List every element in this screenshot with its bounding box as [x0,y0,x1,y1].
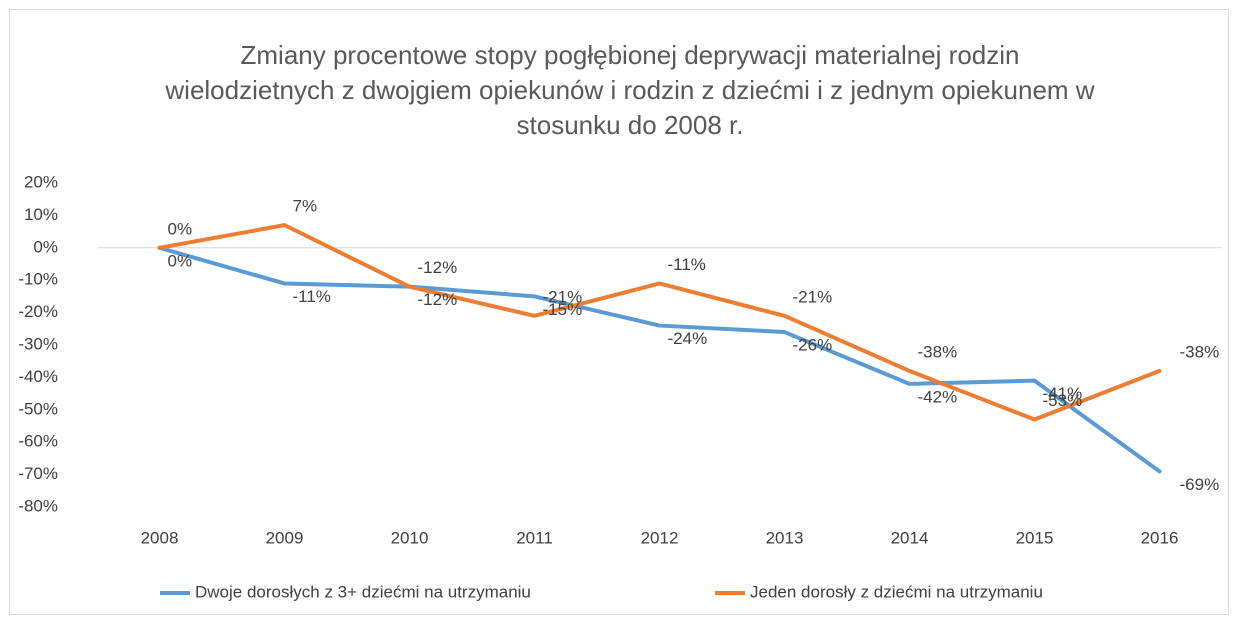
data-label: 7% [293,197,318,216]
y-tick-label: 10% [24,205,58,224]
chart-frame [9,9,1229,615]
y-tick-label: -70% [18,464,58,483]
data-label: -11% [293,287,331,306]
y-tick-label: -10% [18,270,58,289]
x-tick-label: 2010 [391,528,429,547]
y-tick-label: -20% [18,302,58,321]
data-label: -53% [1043,391,1083,410]
x-tick-label: 2013 [766,528,804,547]
x-tick-label: 2009 [266,528,304,547]
data-label: -12% [418,258,458,277]
series-line [157,245,1162,474]
legend-label: Dwoje dorosłych z 3+ dziećmi na utrzyman… [195,582,531,601]
x-tick-label: 2014 [891,528,929,547]
data-label: -41% [1043,384,1083,403]
data-label: -26% [793,336,833,355]
data-label: -15% [543,300,583,319]
data-label: -21% [543,287,583,306]
y-tick-label: -30% [18,334,58,353]
y-tick-label: 20% [24,172,58,191]
data-label: -42% [918,387,958,406]
data-label: -11% [668,255,706,274]
data-label: -12% [418,290,458,309]
x-tick-label: 2015 [1016,528,1054,547]
data-label: -21% [793,287,833,306]
x-tick-label: 2008 [141,528,179,547]
data-label: 0% [168,219,193,238]
data-label: 0% [168,251,193,270]
x-tick-label: 2011 [516,528,553,547]
x-tick-label: 2012 [641,528,679,547]
data-label: -38% [918,342,958,361]
legend-label: Jeden dorosły z dziećmi na utrzymaniu [750,582,1043,601]
y-tick-label: -50% [18,399,58,418]
x-tick-label: 2016 [1141,528,1179,547]
y-tick-label: -40% [18,367,58,386]
chart-title: Zmiany procentowe stopy pogłębionej depr… [165,40,1095,140]
data-label: -24% [668,329,708,348]
y-tick-label: 0% [33,237,58,256]
y-tick-label: -60% [18,432,58,451]
data-label: -69% [1180,475,1220,494]
data-label: -38% [1180,342,1220,361]
series-line [157,223,1162,422]
y-tick-label: -80% [18,496,58,515]
